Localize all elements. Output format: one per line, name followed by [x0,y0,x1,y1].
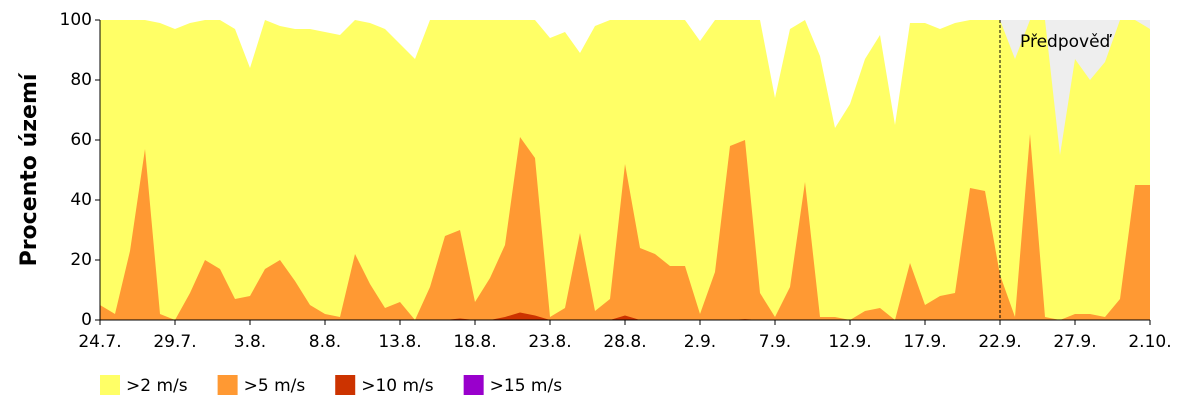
legend-swatch [100,375,120,395]
annotation: Předpověď [1020,32,1113,52]
y-axis-label: Procento území [17,72,42,266]
legend-label: >15 m/s [490,376,563,396]
legend-swatch [217,375,238,395]
x-tick-label: 29.7. [153,332,196,352]
x-tick-label: 22.9. [978,332,1021,352]
x-tick-label: 28.8. [603,332,646,352]
y-tick-label: 80 [70,70,92,90]
legend-label: >5 m/s [244,376,306,396]
area [100,134,1150,320]
legend-label: >10 m/s [361,376,434,396]
y-tick-label: 20 [70,250,92,270]
x-tick-label: 18.8. [453,332,496,352]
y-tick-label: 0 [81,310,92,330]
x-tick-label: 3.8. [234,332,266,352]
x-tick-label: 12.9. [828,332,871,352]
area [100,312,1150,320]
x-tick-label: 2.10. [1128,332,1171,352]
x-tick-label: 13.8. [378,332,421,352]
x-tick-label: 24.7. [78,332,121,352]
y-tick-label: 60 [70,130,92,150]
legend-label: >2 m/s [126,376,188,396]
x-tick-label: 2.9. [684,332,716,352]
y-tick-label: 100 [60,10,92,30]
x-tick-label: 8.8. [309,332,341,352]
legend-swatch [335,375,356,395]
x-tick-label: 23.8. [528,332,571,352]
legend-swatch [463,375,484,395]
x-tick-label: 7.9. [759,332,791,352]
x-tick-label: 17.9. [903,332,946,352]
x-tick-label: 27.9. [1053,332,1096,352]
y-tick-label: 40 [70,190,92,210]
